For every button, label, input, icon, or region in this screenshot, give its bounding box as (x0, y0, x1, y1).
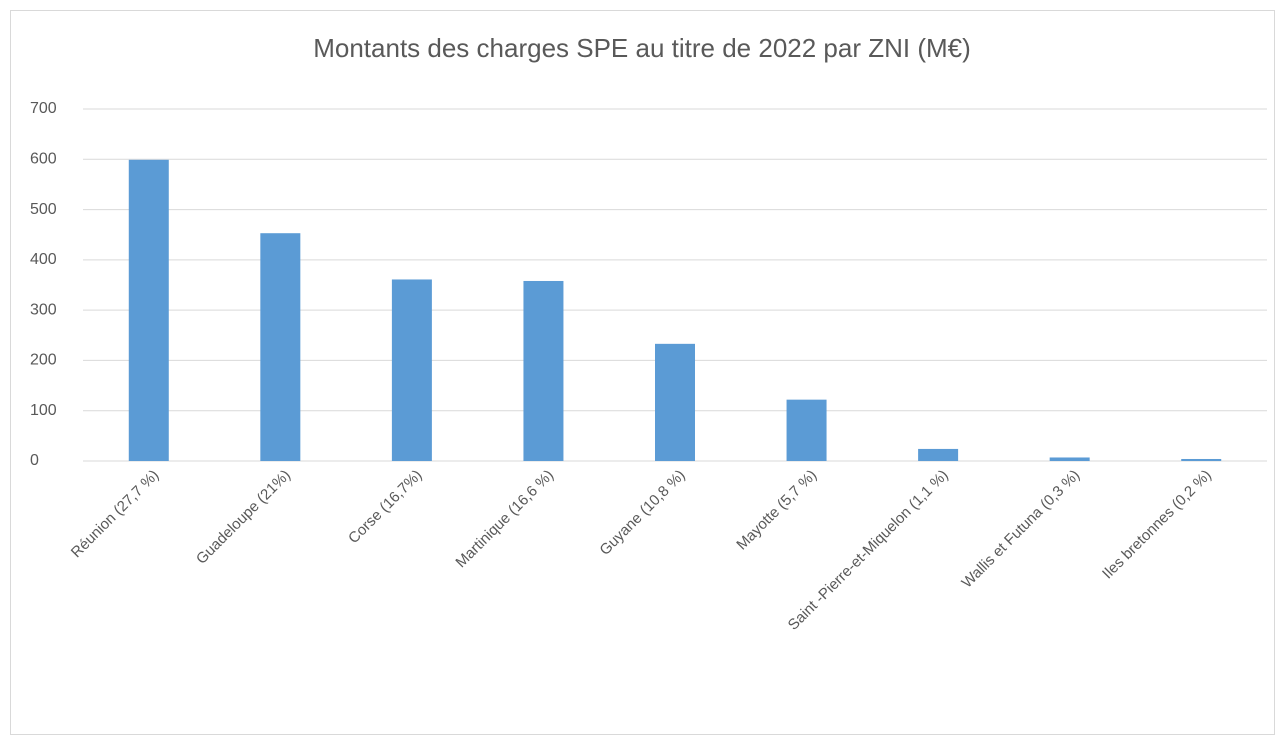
bar (128, 159, 169, 461)
bar (1181, 458, 1222, 461)
y-tick-label: 100 (30, 402, 57, 419)
y-tick-label: 200 (30, 352, 57, 369)
bar (1049, 457, 1090, 461)
y-tick-label: 400 (30, 251, 57, 268)
bar (655, 343, 695, 461)
bar (786, 399, 827, 461)
bar (391, 279, 432, 461)
y-tick-label: 500 (30, 201, 57, 218)
bar (260, 233, 301, 461)
y-tick-label: 0 (30, 452, 39, 469)
y-tick-label: 600 (30, 151, 57, 168)
bar (523, 280, 564, 461)
bar (918, 448, 959, 461)
chart-title: Montants des charges SPE au titre de 202… (313, 33, 971, 63)
y-tick-label: 300 (30, 301, 57, 318)
y-tick-label: 700 (30, 100, 57, 117)
chart-border (10, 10, 1275, 735)
